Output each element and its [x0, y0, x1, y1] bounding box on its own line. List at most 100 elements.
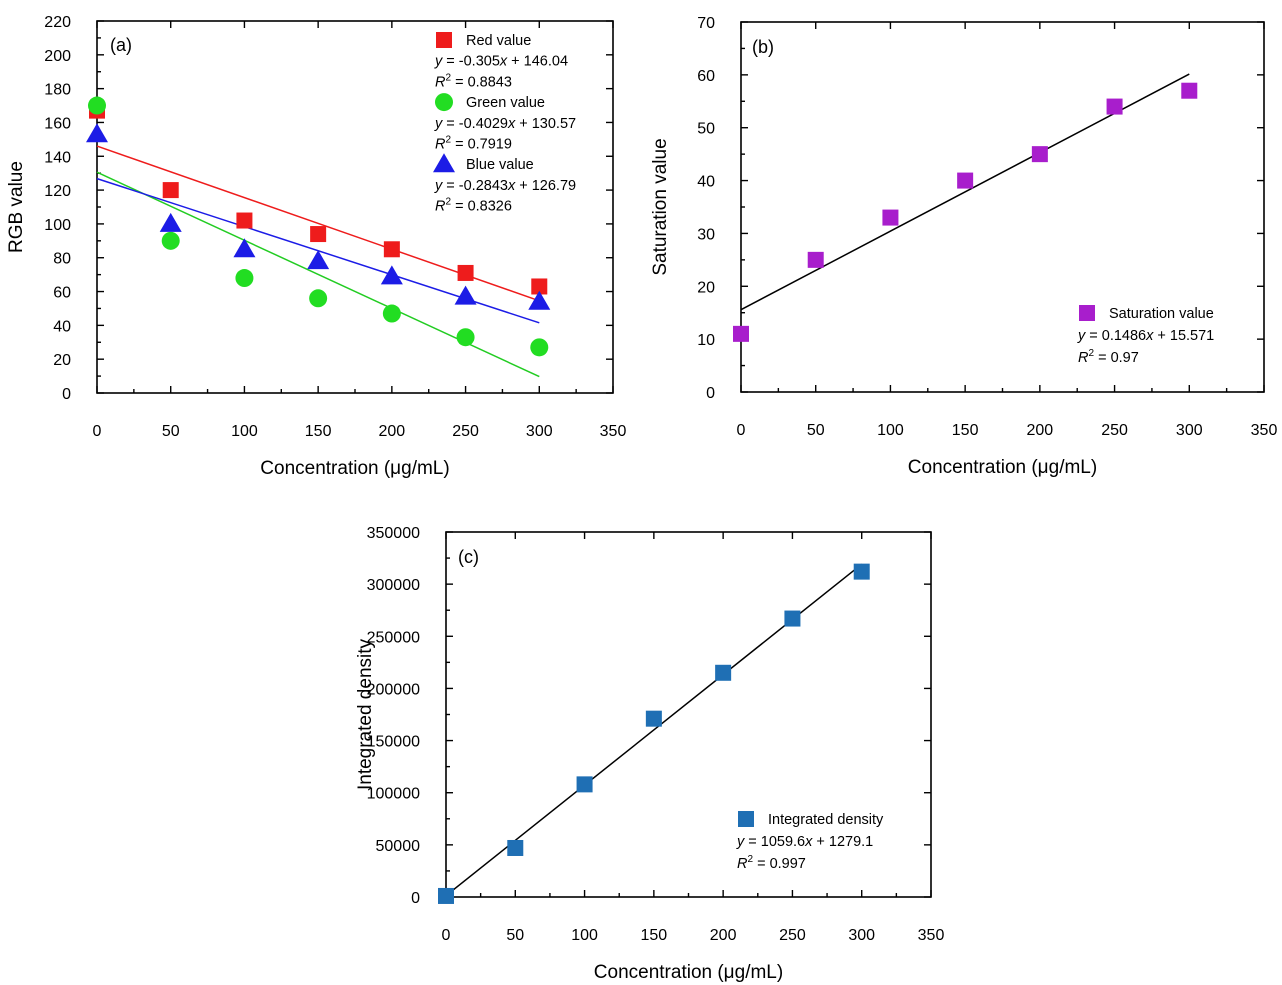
- data-point: [438, 887, 454, 904]
- legend-label: Red value: [466, 33, 531, 49]
- equation-intercept: + 130.57: [515, 116, 576, 132]
- legend: Red value y = -0.305x + 146.04 R2 = 0.8843…: [433, 32, 576, 215]
- r-squared: R2 = 0.997: [737, 854, 806, 872]
- data-point: [1031, 146, 1048, 163]
- equation-slope: = 0.1486: [1085, 328, 1146, 344]
- y-tick-label: 70: [697, 15, 715, 32]
- x-tick-label: 0: [737, 422, 746, 439]
- data-point: [161, 231, 180, 250]
- x-tick-label: 300: [848, 927, 875, 944]
- x-tick-label: 100: [231, 423, 258, 440]
- data-point: [531, 278, 548, 295]
- x-tick-label: 100: [877, 422, 904, 439]
- x-tick-label: 350: [1251, 422, 1278, 439]
- y-axis-title: Integrated density: [355, 638, 376, 790]
- y-tick-label: 200000: [367, 681, 420, 698]
- data-point: [383, 241, 400, 258]
- legend-label: Saturation value: [1109, 306, 1214, 322]
- data-point: [162, 182, 179, 199]
- data-point: [309, 289, 328, 308]
- y-tick-label: 60: [697, 68, 715, 85]
- data-point: [576, 776, 593, 793]
- fit-equation: y = -0.2843x + 126.79: [434, 178, 576, 194]
- data-point: [382, 304, 401, 323]
- r-squared: R2 = 0.8843: [435, 72, 512, 90]
- legend-label: Integrated density: [768, 812, 884, 828]
- r-value: = 0.97: [1094, 350, 1139, 366]
- equation-slope: = 1059.6: [744, 834, 805, 850]
- y-tick-label: 150000: [367, 734, 420, 751]
- x-tick-label: 300: [526, 423, 553, 440]
- fit-equation: y = -0.305x + 146.04: [434, 54, 568, 70]
- data-point: [853, 563, 870, 580]
- x-tick-label: 350: [600, 423, 627, 440]
- equation-x: x: [804, 834, 813, 850]
- x-tick-label: 150: [952, 422, 979, 439]
- data-point: [530, 338, 549, 357]
- y-axis-title: Saturation value: [650, 138, 671, 275]
- data-point: [310, 226, 327, 243]
- x-tick-label: 0: [442, 927, 451, 944]
- x-tick-label: 50: [506, 927, 524, 944]
- y-tick-label: 350000: [367, 525, 420, 542]
- equation-x: x: [1145, 328, 1154, 344]
- data-point: [456, 328, 475, 347]
- equation-y: y: [434, 54, 443, 70]
- data-point: [380, 265, 403, 285]
- data-point: [528, 290, 551, 310]
- x-tick-label: 200: [710, 927, 737, 944]
- x-axis-title: Concentration (μg/mL): [908, 457, 1097, 478]
- chart-panel-2: 0 50 100 150 200 250 300 350 0 50000 100000 150000 2…: [355, 525, 944, 983]
- legend-label: Blue value: [466, 157, 534, 173]
- data-point: [86, 123, 108, 143]
- legend-marker: [738, 811, 754, 827]
- y-tick-label: 120: [44, 183, 71, 200]
- y-tick-label: 30: [697, 226, 715, 243]
- y-tick-label: 40: [53, 318, 71, 335]
- y-tick-label: 50000: [376, 838, 421, 855]
- y-tick-label: 160: [44, 115, 71, 132]
- x-axis-title: Concentration (μg/mL): [594, 962, 783, 983]
- data-point: [236, 212, 253, 229]
- data-point: [882, 209, 899, 226]
- data-point: [645, 710, 662, 727]
- equation-x: x: [507, 116, 516, 132]
- x-tick-label: 50: [162, 423, 180, 440]
- equation-x: x: [507, 178, 516, 194]
- r-value: = 0.7919: [451, 137, 512, 153]
- x-tick-label: 300: [1176, 422, 1203, 439]
- y-tick-label: 100000: [367, 786, 420, 803]
- equation-intercept: + 146.04: [507, 54, 568, 70]
- fit-equation: y = 1059.6x + 1279.1: [736, 834, 873, 850]
- r-symbol: R: [1078, 350, 1089, 366]
- equation-y: y: [434, 178, 443, 194]
- r-symbol: R: [435, 137, 446, 153]
- y-tick-label: 20: [53, 352, 71, 369]
- legend: Saturation value y = 0.1486x + 15.571 R2 =…: [1077, 305, 1214, 366]
- x-tick-label: 250: [779, 927, 806, 944]
- plot-frame: [96, 20, 614, 394]
- equation-y: y: [1077, 328, 1086, 344]
- legend: Integrated density y = 1059.6x + 1279.1 R2…: [736, 811, 884, 872]
- legend-marker: [435, 93, 453, 112]
- x-tick-label: 0: [93, 423, 102, 440]
- data-point: [1106, 98, 1123, 115]
- y-tick-label: 40: [697, 174, 715, 191]
- data-point: [457, 264, 474, 281]
- x-tick-label: 100: [571, 927, 598, 944]
- data-point: [307, 250, 330, 270]
- r-value: = 0.8326: [451, 199, 512, 215]
- r-symbol: R: [435, 74, 446, 90]
- equation-slope: = -0.2843: [442, 178, 508, 194]
- y-tick-label: 0: [706, 385, 715, 402]
- y-tick-label: 140: [44, 149, 71, 166]
- x-tick-label: 350: [918, 927, 945, 944]
- equation-y: y: [736, 834, 745, 850]
- y-axis-title: RGB value: [6, 161, 27, 253]
- panel-label: (b): [752, 37, 774, 57]
- x-tick-label: 50: [807, 422, 825, 439]
- y-tick-label: 0: [411, 890, 420, 907]
- x-tick-label: 200: [379, 423, 406, 440]
- data-point: [733, 325, 749, 342]
